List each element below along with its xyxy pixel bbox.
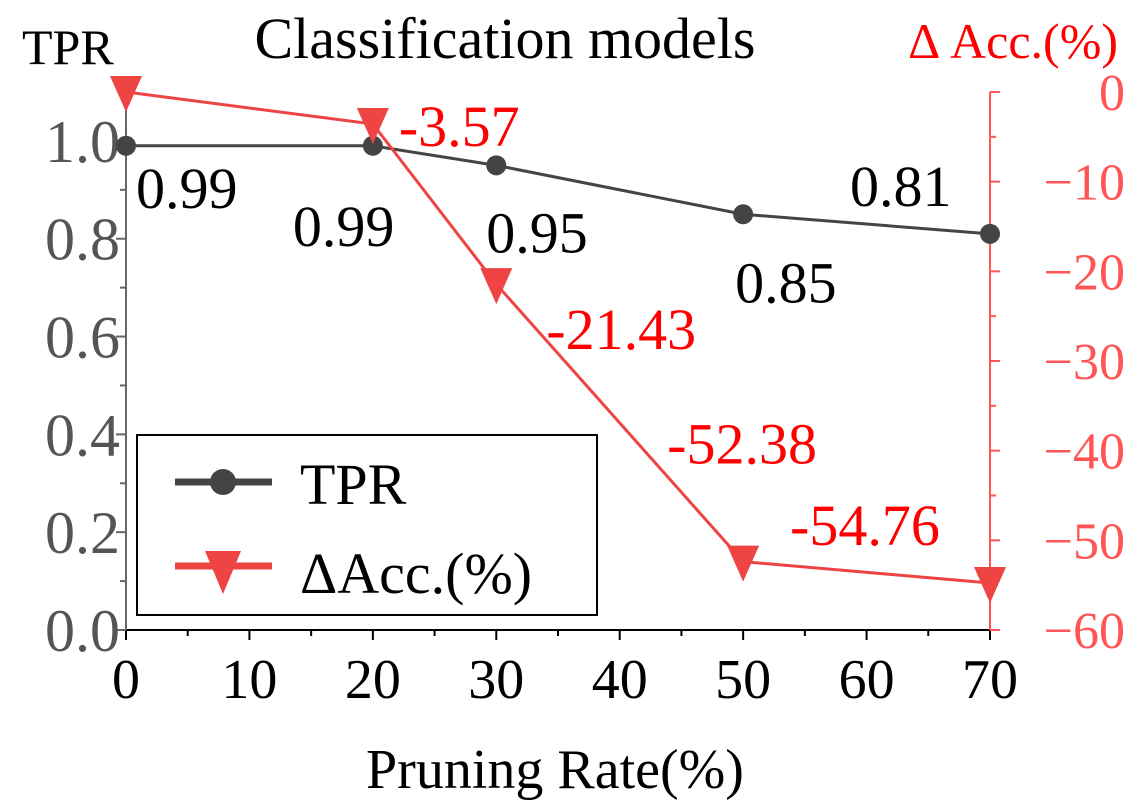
legend-box xyxy=(136,434,598,616)
y-right-tick-label: −40 xyxy=(1044,424,1125,481)
x-tick-label: 40 xyxy=(592,649,648,711)
acc-point xyxy=(110,76,142,112)
acc-data-label: -54.76 xyxy=(790,493,940,558)
series-layer xyxy=(110,76,1006,604)
y-right-tick-label: −10 xyxy=(1044,155,1125,212)
tpr-data-label: 0.99 xyxy=(293,194,395,259)
x-tick-label: 20 xyxy=(345,649,401,711)
y-right-tick-label: −20 xyxy=(1044,244,1125,301)
y-left-ticks: 0.0 0.2 0.4 0.6 0.8 1.0 xyxy=(45,91,126,664)
legend-acc-label: ΔAcc.(%) xyxy=(300,541,532,606)
y-left-tick-label: 1.0 xyxy=(45,109,120,175)
x-tick-label: 10 xyxy=(221,649,277,711)
x-tick-label: 50 xyxy=(715,649,771,711)
acc-point xyxy=(974,567,1006,604)
legend: TPR ΔAcc.(%) xyxy=(136,434,598,616)
y-right-axis-label: Δ Acc.(%) xyxy=(908,13,1118,69)
x-tick-label: 60 xyxy=(839,649,895,711)
y-left-tick-label: 0.0 xyxy=(45,598,120,664)
acc-data-label: -21.43 xyxy=(546,297,696,362)
tpr-point xyxy=(733,204,754,225)
x-tick-label: 70 xyxy=(962,649,1018,711)
data-labels: 0.99 0.99 0.95 0.850.81 -3.57 -21.43 -52.38 -54… xyxy=(136,94,952,558)
y-right-tick-label: 0 xyxy=(1099,65,1125,122)
x-ticks: 0 10 20 30 40 50 60 70 xyxy=(112,630,1018,711)
tpr-point xyxy=(980,223,1000,244)
acc-point xyxy=(356,108,389,145)
y-right-tick-label: −50 xyxy=(1044,513,1125,570)
tpr-data-label: 0.81 xyxy=(850,154,952,219)
legend-acc-marker xyxy=(205,551,241,594)
tpr-point xyxy=(116,135,136,156)
x-tick-label: 30 xyxy=(468,649,524,711)
x-axis-label: Pruning Rate(%) xyxy=(366,739,744,800)
y-left-tick-label: 0.4 xyxy=(45,402,120,468)
tpr-point xyxy=(486,155,507,176)
y-left-tick-label: 0.2 xyxy=(45,500,120,566)
acc-data-label: -52.38 xyxy=(667,412,817,477)
acc-point xyxy=(480,268,513,305)
legend-tpr-marker xyxy=(210,469,236,495)
chart-title: Classification models xyxy=(255,6,756,71)
acc-data-label: -3.57 xyxy=(399,94,520,159)
acc-point xyxy=(727,545,760,582)
tpr-data-label: 0.99 xyxy=(136,156,238,221)
y-left-tick-label: 0.8 xyxy=(45,207,120,273)
y-left-axis-label: TPR xyxy=(22,19,114,75)
legend-tpr-label: TPR xyxy=(300,452,407,517)
tpr-data-label: 0.85 xyxy=(735,250,837,315)
y-right-tick-label: −60 xyxy=(1044,603,1125,660)
x-tick-label: 0 xyxy=(112,649,140,711)
y-right-ticks: 0 −10 −20 −30 −40 −50 −60 xyxy=(990,65,1125,660)
y-left-tick-label: 0.6 xyxy=(45,305,120,371)
tpr-point xyxy=(362,135,383,156)
tpr-data-label: 0.95 xyxy=(486,200,588,265)
y-right-tick-label: −30 xyxy=(1044,334,1125,391)
